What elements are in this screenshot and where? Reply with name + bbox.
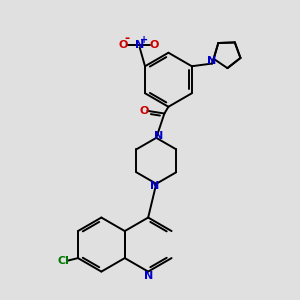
Text: Cl: Cl <box>57 256 69 266</box>
Text: N: N <box>135 40 144 50</box>
Text: -: - <box>124 32 129 45</box>
Text: O: O <box>119 40 128 50</box>
Text: N: N <box>208 56 217 66</box>
Text: N: N <box>143 271 153 281</box>
Text: N: N <box>154 131 163 141</box>
Text: O: O <box>140 106 149 116</box>
Text: O: O <box>150 40 159 50</box>
Text: +: + <box>140 35 148 45</box>
Text: N: N <box>150 182 160 191</box>
